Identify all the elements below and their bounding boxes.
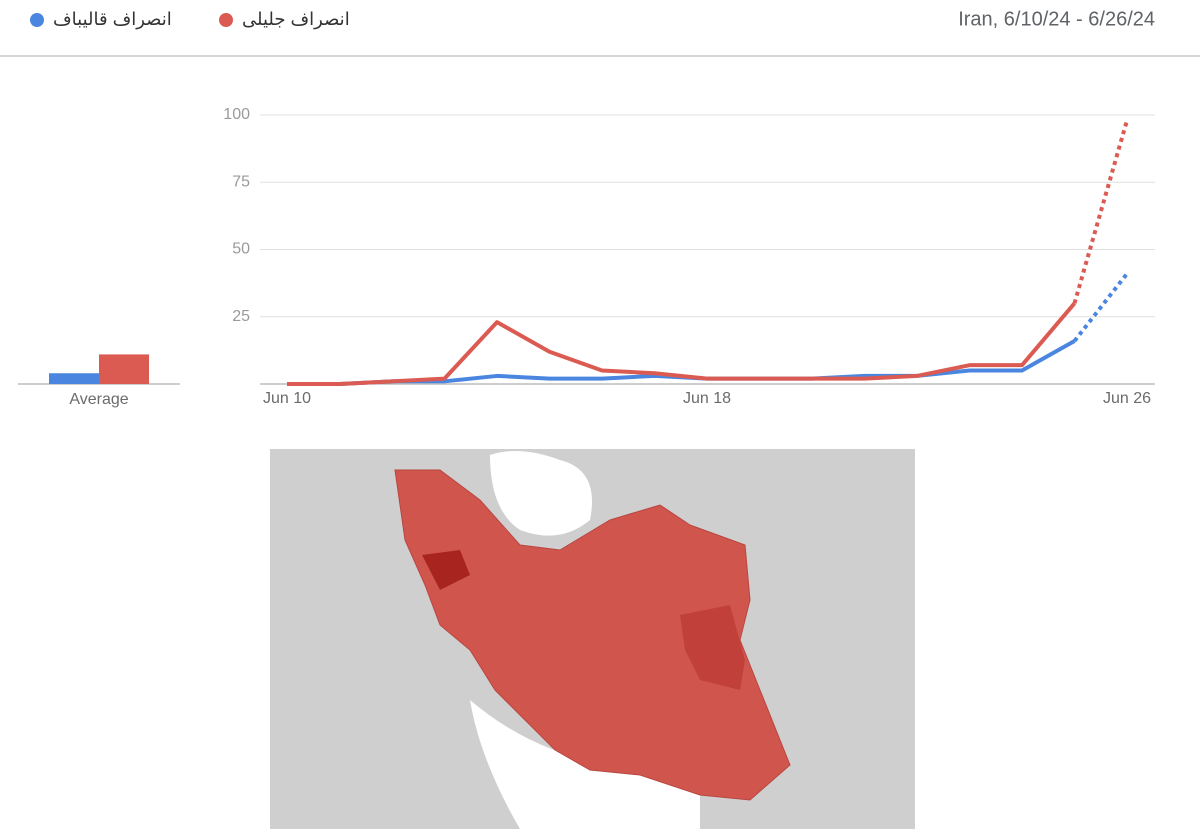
x-tick-label: Jun 10 [263, 390, 311, 407]
chart-title: Iran, 6/10/24 - 6/26/24 [958, 8, 1155, 30]
map-sea [490, 451, 592, 536]
header [0, 0, 1200, 55]
map-country [394, 469, 791, 801]
legend-label: انصراف قالیباف [53, 9, 172, 30]
series-line-partial [1072, 272, 1129, 343]
legend-marker [30, 13, 44, 27]
x-tick-label: Jun 18 [683, 390, 731, 407]
average-label: Average [69, 391, 128, 408]
map-region [422, 550, 470, 590]
y-tick-label: 75 [232, 173, 250, 190]
y-tick-label: 50 [232, 241, 250, 258]
series-line [287, 302, 1077, 386]
map-region [680, 605, 745, 690]
legend-marker [219, 13, 233, 27]
map [270, 449, 915, 829]
average-bar [49, 373, 99, 384]
legend-label: انصراف جلیلی [242, 9, 350, 30]
y-tick-label: 100 [223, 106, 250, 123]
x-tick-label: Jun 26 [1103, 390, 1151, 407]
average-bar [99, 354, 149, 384]
y-tick-label: 25 [232, 308, 250, 325]
series-line-partial [1072, 119, 1129, 304]
